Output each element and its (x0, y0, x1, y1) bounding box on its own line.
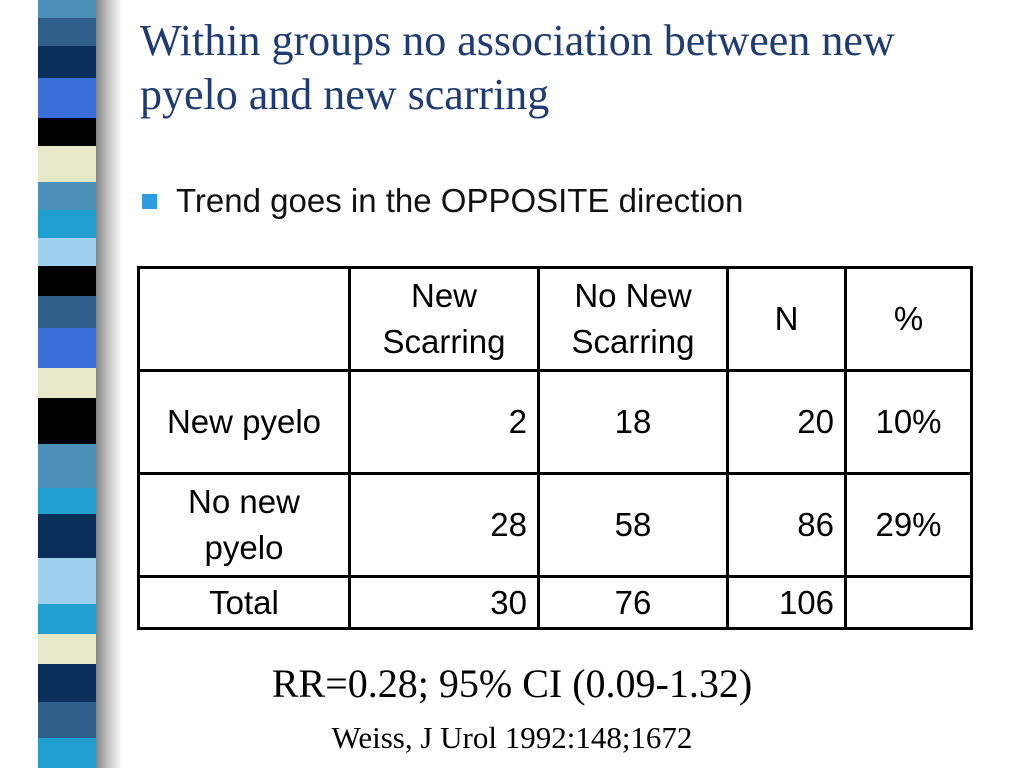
table-cell: 10% (844, 369, 973, 475)
sidebar-shadow (94, 0, 122, 768)
sidebar-stripe (38, 146, 96, 182)
table-header-cell: % (844, 266, 973, 372)
table-cell: 86 (726, 472, 847, 578)
sidebar-stripe (38, 604, 96, 634)
table-row: No new pyelo 28 58 86 29% (137, 472, 973, 578)
decorative-sidebar (0, 0, 124, 768)
table-cell: 76 (537, 575, 729, 630)
table-cell (844, 575, 973, 630)
sidebar-stripe (38, 266, 96, 296)
table-row: New pyelo 2 18 20 10% (137, 369, 973, 475)
sidebar-stripe (38, 210, 96, 238)
table-header-cell (137, 266, 351, 372)
sidebar-stripe (38, 444, 96, 488)
sidebar-stripe (38, 664, 96, 702)
sidebar-stripe (38, 0, 96, 18)
table-header-cell: New Scarring (348, 266, 540, 372)
sidebar-stripe (38, 738, 96, 768)
square-bullet-icon (142, 193, 157, 209)
reference-line: Weiss, J Urol 1992:148;1672 (0, 720, 1024, 756)
data-table: New Scarring No New Scarring N % New pye… (137, 266, 973, 630)
sidebar-stripe (38, 18, 96, 46)
table-cell: 29% (844, 472, 973, 578)
table-header-cell: N (726, 266, 847, 372)
sidebar-stripe (38, 182, 96, 210)
row-label: No new pyelo (137, 472, 351, 578)
sidebar-stripe (38, 296, 96, 328)
sidebar-stripe (38, 702, 96, 738)
table-header-row: New Scarring No New Scarring N % (137, 266, 973, 372)
bullet-text: Trend goes in the OPPOSITE direction (176, 182, 744, 219)
row-label: New pyelo (137, 369, 351, 475)
citation-text: Weiss, J Urol 1992:148;1672 (331, 720, 693, 755)
table-cell: 106 (726, 575, 847, 630)
sidebar-stripe (38, 514, 96, 558)
sidebar-stripe (38, 238, 96, 266)
table-cell: 2 (348, 369, 540, 475)
slide-title: Within groups no association between new… (140, 16, 895, 119)
sidebar-stripe (38, 634, 96, 664)
table-cell: 20 (726, 369, 847, 475)
table-header-cell: No New Scarring (537, 266, 729, 372)
sidebar-stripe (38, 368, 96, 398)
sidebar-stripe (38, 398, 96, 444)
bullet-item: Trend goes in the OPPOSITE direction (142, 180, 743, 222)
table-cell: 28 (348, 472, 540, 578)
sidebar-stripe (38, 488, 96, 514)
relative-risk-text: RR=0.28; 95% CI (0.09-1.32) (271, 661, 753, 706)
sidebar-stripe (38, 328, 96, 368)
table-cell: 30 (348, 575, 540, 630)
row-label: Total (137, 575, 351, 630)
sidebar-stripe (38, 558, 96, 604)
table-cell: 18 (537, 369, 729, 475)
table-row: Total 30 76 106 (137, 575, 973, 630)
table-cell: 58 (537, 472, 729, 578)
statistic-line: RR=0.28; 95% CI (0.09-1.32) (0, 660, 1024, 707)
sidebar-stripe (38, 46, 96, 78)
sidebar-stripe (38, 118, 96, 146)
sidebar-stripe (38, 78, 96, 118)
